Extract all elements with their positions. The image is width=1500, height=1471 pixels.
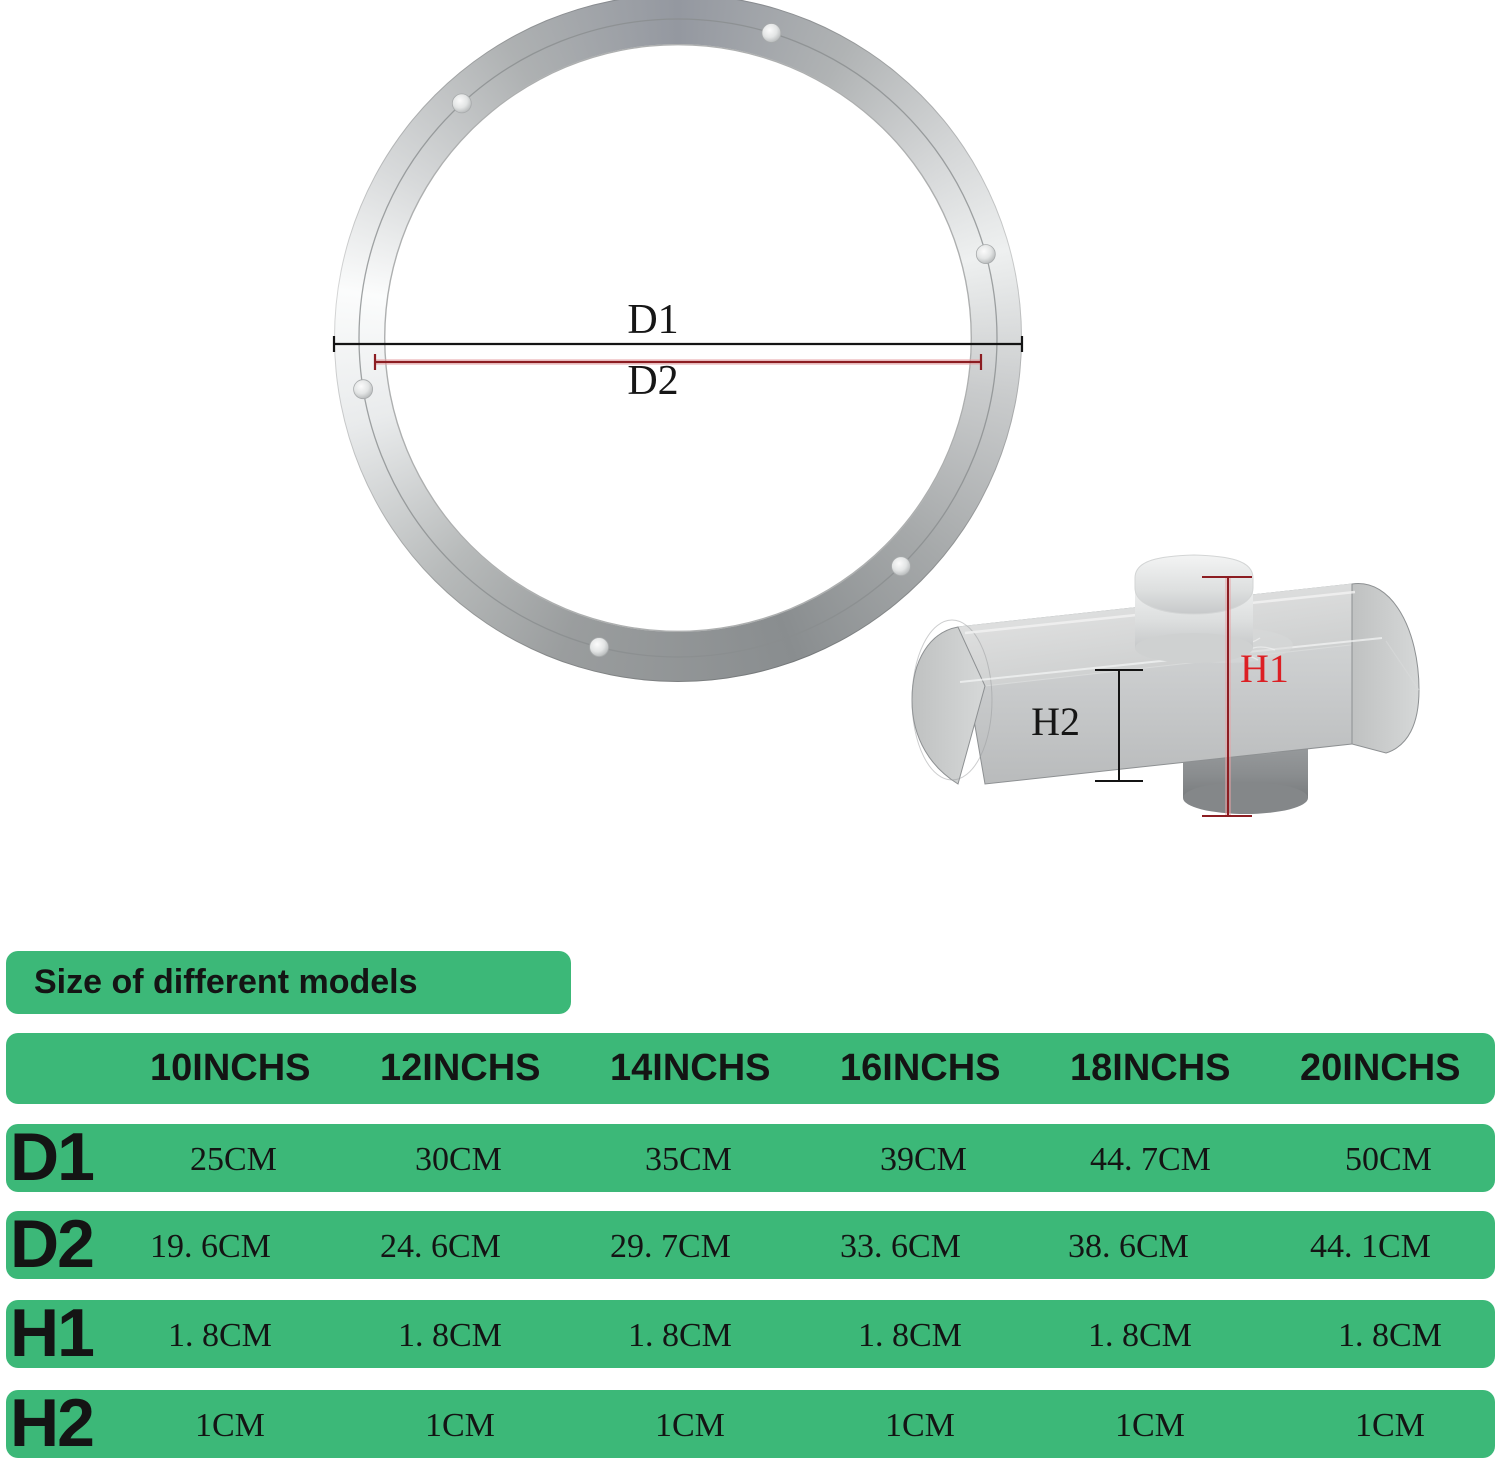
svg-text:H1: H1	[1240, 646, 1289, 691]
svg-text:H2: H2	[1031, 699, 1080, 744]
